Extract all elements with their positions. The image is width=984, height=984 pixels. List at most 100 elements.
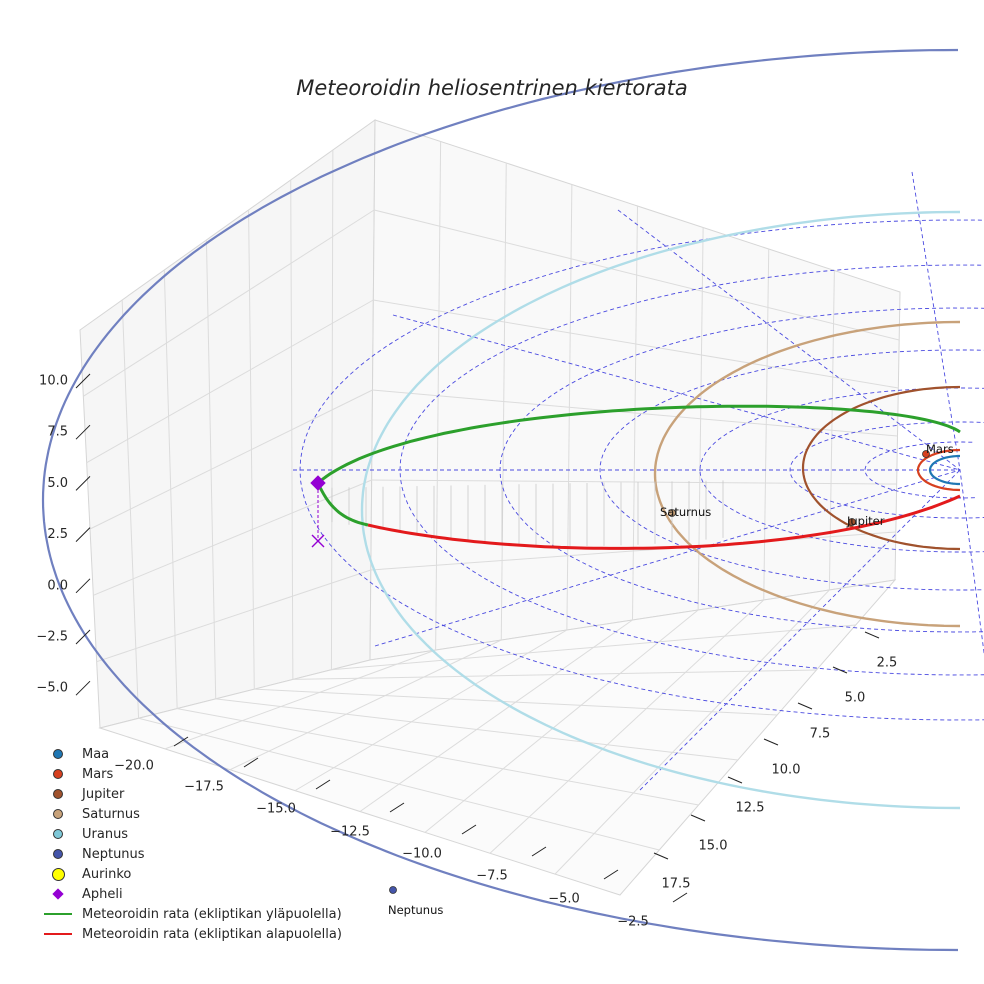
grid-line-y-floor — [331, 624, 856, 671]
y-tick-mark — [727, 776, 743, 784]
grid-line-y-left — [330, 149, 334, 670]
grid-line-y-floor — [254, 688, 778, 716]
z-tick-mark — [75, 578, 91, 594]
z-tick-label: 10.0 — [39, 374, 68, 389]
legend-marker — [40, 844, 76, 864]
meteoroid-orbit-below — [367, 494, 961, 550]
planet-orbits — [41, 48, 961, 952]
grid-line-x-back — [566, 184, 573, 631]
grid-line-z-left — [96, 569, 371, 663]
y-tick-label: 2.5 — [877, 656, 898, 671]
ref-radial-line — [617, 209, 961, 471]
legend-item: Aurinko — [40, 864, 342, 884]
legend-label: Neptunus — [82, 846, 145, 862]
floor-pane — [98, 579, 897, 896]
z-tick-label: 2.5 — [47, 527, 68, 542]
grid-line-y-left — [121, 299, 140, 719]
grid-line-z-left — [89, 389, 373, 530]
grid-line-x-back — [632, 205, 638, 621]
legend-label: Uranus — [82, 826, 129, 842]
y-tick-mark — [653, 852, 669, 860]
planet-label-neptunus: Neptunus — [388, 903, 443, 917]
grid-line-x-floor — [424, 609, 699, 833]
legend-label: Jupiter — [82, 786, 125, 802]
legend-label: Apheli — [82, 886, 123, 902]
ref-circle — [599, 349, 984, 591]
grid-line-x-floor — [359, 619, 633, 812]
legend-marker — [40, 744, 76, 764]
y-tick-label: 10.0 — [772, 763, 801, 778]
y-tick-label: 12.5 — [736, 801, 765, 816]
grid-line-y-left — [163, 269, 178, 709]
legend-label: Mars — [82, 766, 114, 782]
orbit-saturnus — [653, 320, 961, 628]
meteoroid-orbit-above — [317, 404, 961, 485]
legend-swatch — [51, 867, 65, 881]
x-tick-label: −2.5 — [617, 915, 649, 930]
planet-marker-neptunus — [389, 886, 397, 894]
x-tick-label: −17.5 — [184, 780, 224, 795]
ecliptic-reference-grid — [293, 171, 984, 791]
grid-line-x-floor — [489, 599, 765, 854]
grid-line-z-left — [83, 209, 375, 397]
z-tick-label: 7.5 — [47, 425, 68, 440]
x-tick-label: −7.5 — [476, 869, 508, 884]
aphelion-marker — [310, 475, 326, 491]
z-tick-label: 0.0 — [47, 578, 68, 593]
z-tick-label: −2.5 — [36, 630, 68, 645]
legend-marker — [40, 924, 76, 944]
left-pane — [79, 119, 376, 729]
x-tick-label: −5.0 — [548, 892, 580, 907]
meteoroid-orbit — [316, 404, 961, 550]
grid-lines — [83, 141, 900, 875]
legend-label: Saturnus — [82, 806, 140, 822]
grid-line-x-back — [828, 270, 835, 591]
grid-line-y-left — [205, 239, 217, 699]
markers: Mars Jupiter Saturnus Neptunus — [310, 442, 954, 917]
x-tick-label: −20.0 — [114, 759, 154, 774]
grid-line-y-left — [248, 209, 255, 690]
legend-marker — [40, 904, 76, 924]
planet-marker-jupiter — [848, 518, 856, 526]
y-tick-mark — [864, 631, 880, 639]
legend-item: Maa — [40, 744, 342, 764]
x-tick-label: −10.0 — [402, 847, 442, 862]
legend-item: Meteoroidin rata (ekliptikan yläpuolella… — [40, 904, 342, 924]
z-tick-label: 5.0 — [47, 476, 68, 491]
legend-item: Saturnus — [40, 804, 342, 824]
orbit-jupiter — [801, 385, 961, 551]
y-tick-label: 17.5 — [662, 877, 691, 892]
grid-line-x-floor — [554, 589, 830, 875]
x-tick-mark — [461, 824, 477, 835]
legend-item: Uranus — [40, 824, 342, 844]
y-tick-mark — [832, 666, 848, 674]
legend-swatch — [53, 749, 63, 759]
x-tick-mark — [531, 846, 547, 857]
legend-label: Meteoroidin rata (ekliptikan yläpuolella… — [82, 906, 342, 922]
planet-label-jupiter: Jupiter — [846, 514, 885, 528]
y-tick-mark — [690, 814, 706, 822]
z-tick-mark — [75, 373, 91, 389]
orbit-mars — [916, 448, 961, 492]
ref-radial-line — [911, 171, 961, 471]
planet-marker-mars — [922, 450, 930, 458]
x-tick-label: −15.0 — [256, 802, 296, 817]
x-tick-label: −12.5 — [330, 825, 370, 840]
x-tick-mark — [389, 802, 405, 813]
legend-label: Maa — [82, 746, 110, 762]
y-tick-mark — [763, 738, 779, 746]
axis-ticks: 10.0 7.5 5.0 2.5 0.0 −2.5 −5.0 −20.0 −17.5 −15.0 −… — [36, 374, 897, 930]
grid-line-y-floor — [177, 708, 699, 806]
grid-line-y-left — [290, 179, 294, 680]
legend-marker — [40, 824, 76, 844]
legend-item: Mars — [40, 764, 342, 784]
orbit-maa — [928, 454, 960, 486]
legend-item: Neptunus — [40, 844, 342, 864]
z-tick-mark — [75, 629, 91, 645]
grid-line-z-left — [86, 299, 374, 464]
y-tick-mark — [797, 702, 813, 710]
y-tick-label: 5.0 — [845, 691, 866, 706]
grid-line-x-floor — [229, 639, 502, 771]
